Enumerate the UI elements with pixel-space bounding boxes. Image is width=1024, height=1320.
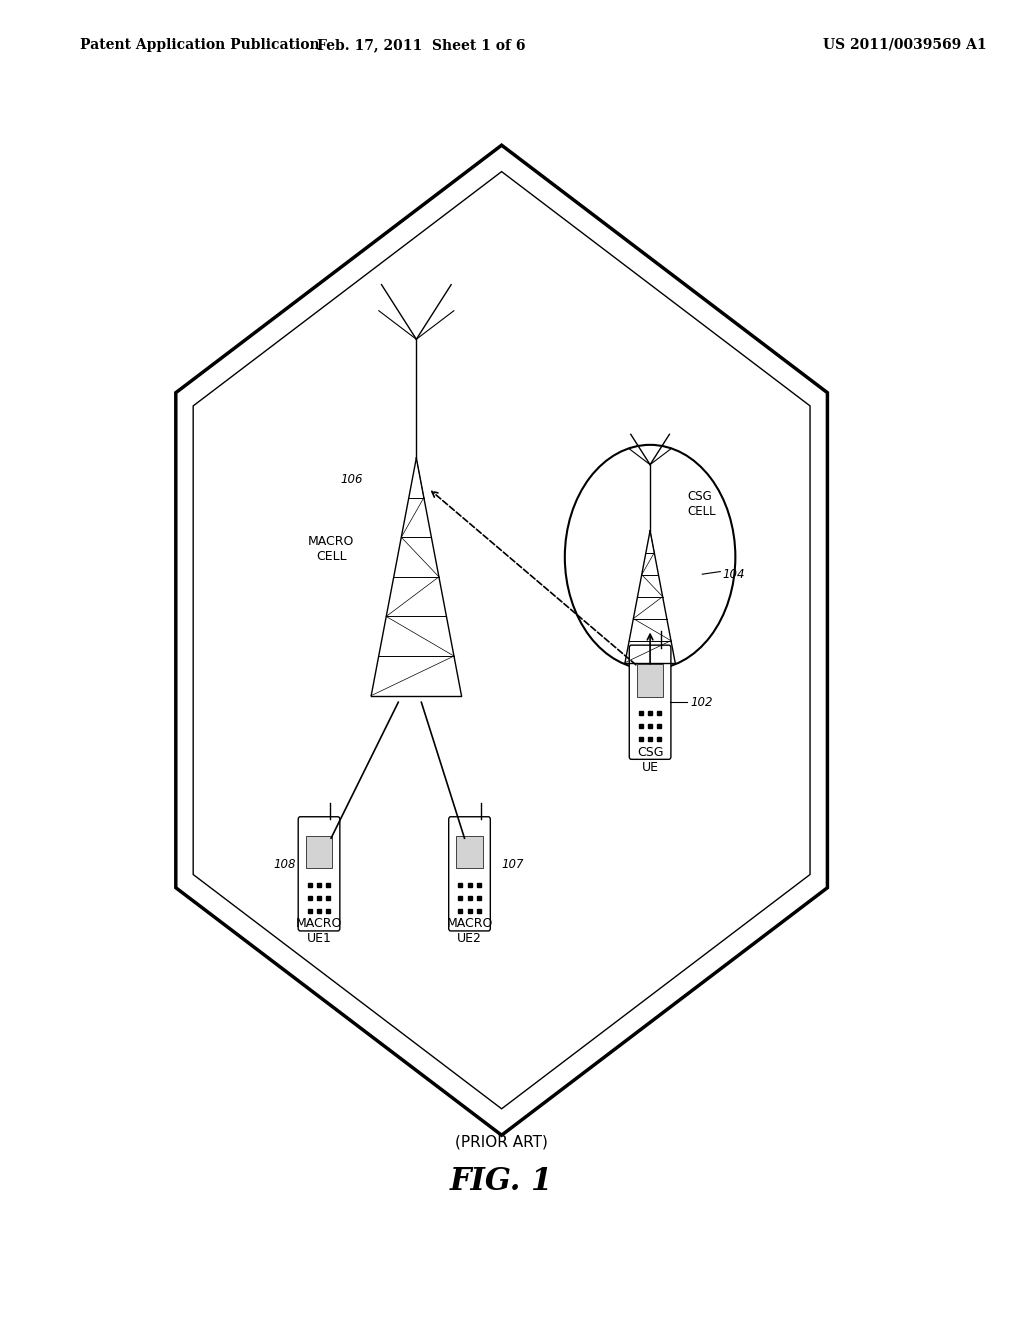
Text: 107: 107 <box>502 858 524 871</box>
Text: Patent Application Publication: Patent Application Publication <box>80 38 319 51</box>
Text: MACRO
UE1: MACRO UE1 <box>296 917 342 945</box>
Text: FIG. 1: FIG. 1 <box>450 1166 553 1197</box>
Text: 108: 108 <box>273 858 296 871</box>
FancyBboxPatch shape <box>298 817 340 931</box>
Text: MACRO
CELL: MACRO CELL <box>308 535 354 562</box>
Text: MACRO
UE2: MACRO UE2 <box>446 917 493 945</box>
Bar <box>457 836 482 869</box>
Text: (PRIOR ART): (PRIOR ART) <box>456 1134 548 1150</box>
Text: CSG
UE: CSG UE <box>637 746 664 774</box>
FancyBboxPatch shape <box>630 645 671 759</box>
Text: CSG
CELL: CSG CELL <box>687 490 716 519</box>
Text: 104: 104 <box>722 568 744 581</box>
Text: US 2011/0039569 A1: US 2011/0039569 A1 <box>822 38 986 51</box>
Bar <box>306 836 332 869</box>
Text: 102: 102 <box>690 696 713 709</box>
FancyBboxPatch shape <box>449 817 490 931</box>
Bar <box>637 664 664 697</box>
Text: Feb. 17, 2011  Sheet 1 of 6: Feb. 17, 2011 Sheet 1 of 6 <box>317 38 525 51</box>
Text: 106: 106 <box>341 473 364 486</box>
